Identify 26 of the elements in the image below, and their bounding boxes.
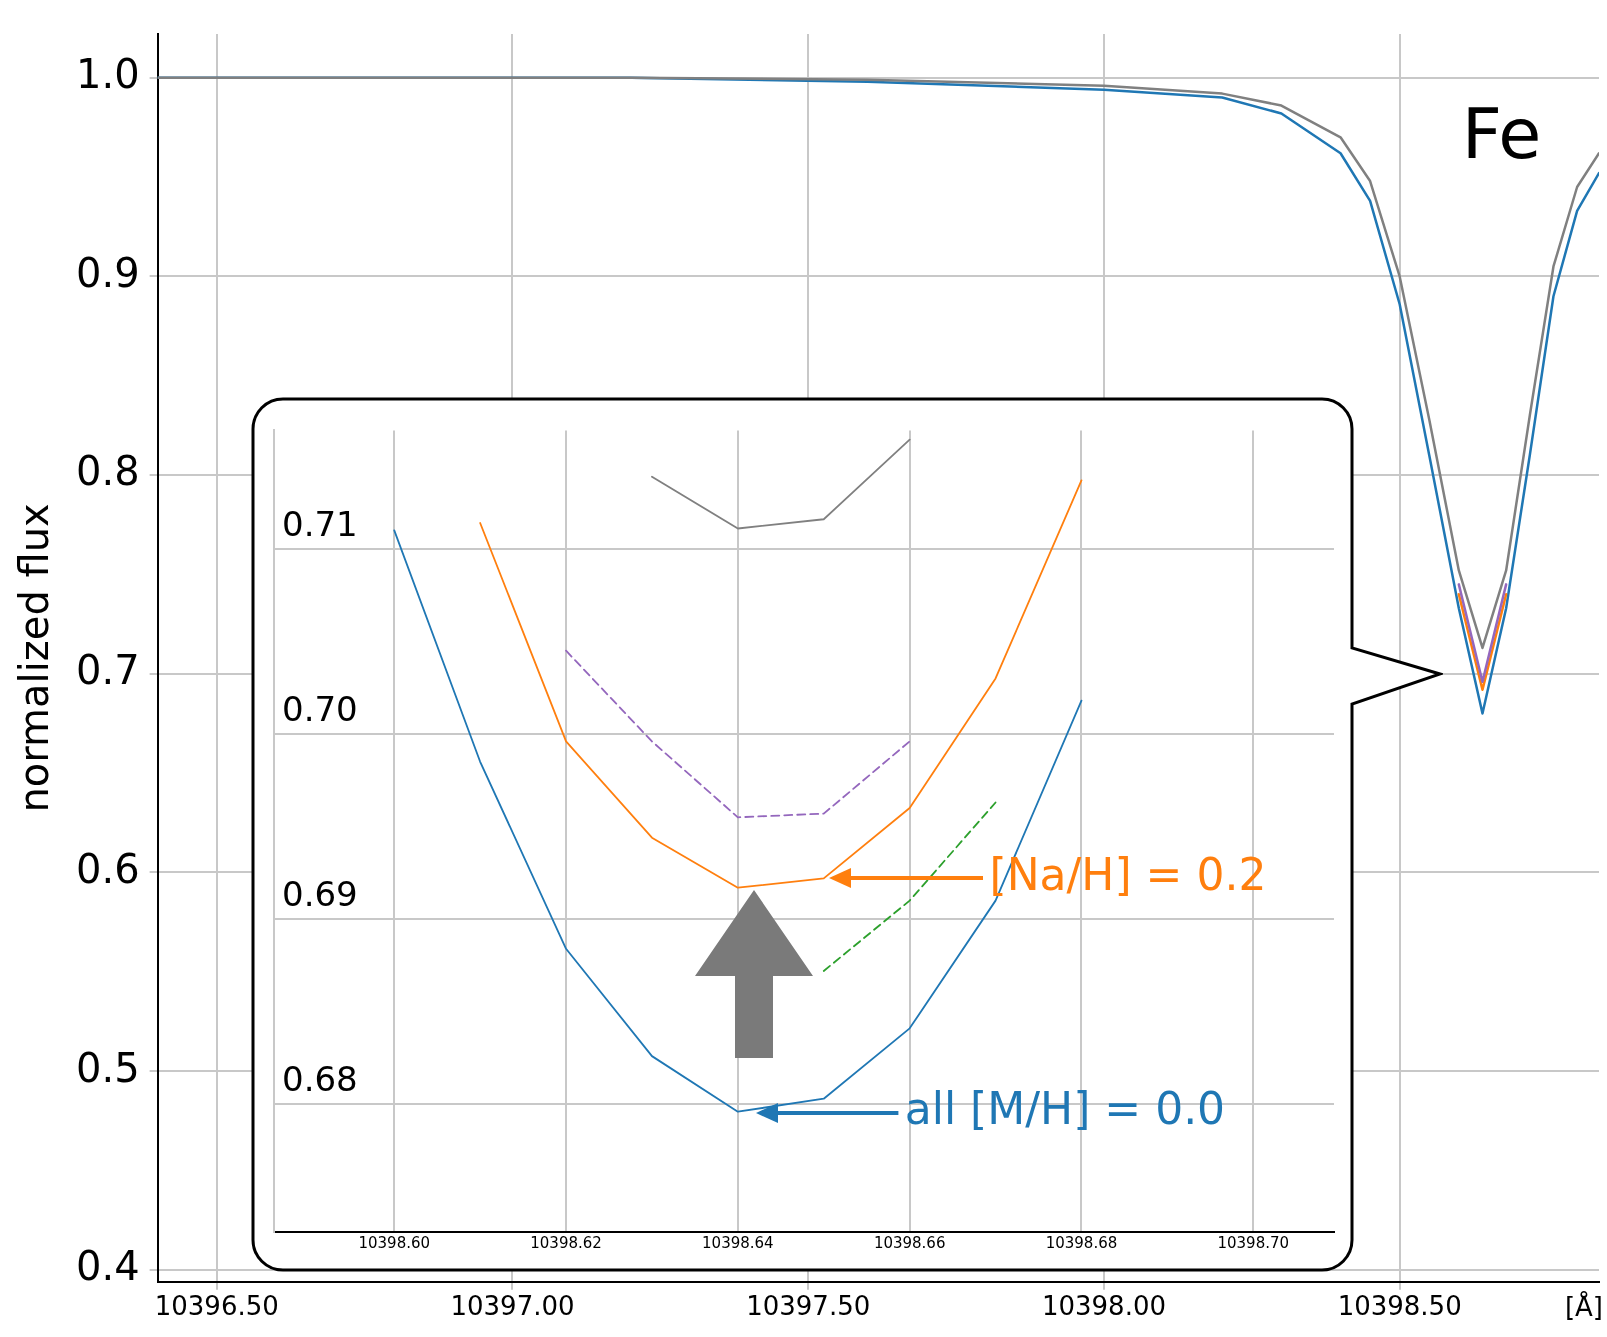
- x-tick-label: 10398.00: [1041, 1291, 1166, 1322]
- annotation: Fe: [1461, 93, 1542, 176]
- y-tick-label: 0.9: [75, 249, 140, 296]
- x-axis-title: [Å]: [1564, 1290, 1603, 1322]
- x-tick-label: 10398.66: [873, 1233, 946, 1252]
- x-tick-label: 10398.62: [530, 1233, 602, 1252]
- x-tick-label: 10398.68: [1045, 1233, 1118, 1252]
- x-tick-label: 10398.60: [358, 1233, 431, 1252]
- y-axis-title: normalized flux: [11, 503, 58, 813]
- x-tick-label: 10397.50: [746, 1291, 871, 1322]
- y-tick-label: 0.6: [75, 845, 140, 892]
- y-tick-label: 0.70: [282, 688, 358, 729]
- y-tick-label: 1.0: [75, 51, 140, 98]
- y-tick-label: 0.68: [282, 1059, 358, 1100]
- x-tick-label: 10396.50: [154, 1291, 279, 1322]
- x-tick-label: 10398.64: [702, 1233, 774, 1252]
- x-tick-label: 10398.70: [1217, 1233, 1290, 1252]
- y-tick-label: 0.7: [75, 647, 140, 694]
- y-tick-label: 0.69: [282, 873, 358, 914]
- y-tick-label: 0.5: [75, 1044, 140, 1091]
- x-tick-label: 10397.00: [450, 1291, 575, 1322]
- y-tick-label: 0.8: [75, 448, 140, 495]
- annotation: all [M/H] = 0.0: [904, 1083, 1226, 1134]
- x-tick-label: 10398.50: [1337, 1291, 1462, 1322]
- y-tick-label: 0.71: [282, 503, 358, 544]
- y-tick-label: 0.4: [75, 1243, 140, 1290]
